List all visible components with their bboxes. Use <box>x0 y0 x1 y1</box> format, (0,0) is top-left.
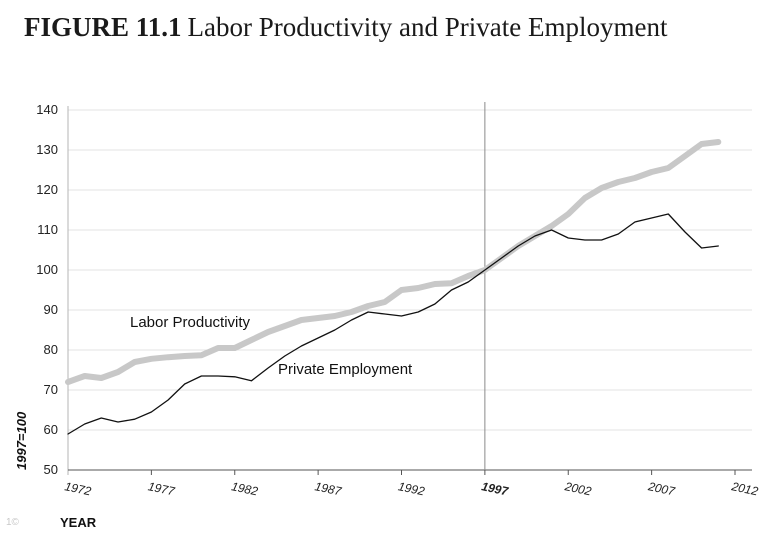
series-line-labor-productivity <box>65 139 722 385</box>
y-axis-ticks: 50 60 70 80 90 100 110 120 130 140 <box>36 102 58 477</box>
gridlines <box>68 109 752 431</box>
x-tick-label: 1987 <box>314 479 344 499</box>
x-tick-label: 1992 <box>397 479 426 498</box>
y-tick-label: 140 <box>36 102 58 117</box>
x-tick-label: 2007 <box>646 479 677 499</box>
x-axis-ticks: 1972 1977 1982 1987 1992 1997 2002 2007 2012 <box>63 470 760 499</box>
figure-title: FIGURE 11.1 Labor Productivity and Privat… <box>24 12 667 43</box>
y-tick-label: 100 <box>36 262 58 277</box>
axes <box>67 102 752 475</box>
y-axis-label: 1997=100 <box>14 411 29 470</box>
x-tick-label: 1997 <box>480 479 510 499</box>
y-tick-label: 90 <box>44 302 58 317</box>
y-tick-label: 120 <box>36 182 58 197</box>
series-lines <box>65 139 722 435</box>
annotation-labor-productivity: Labor Productivity <box>130 314 251 331</box>
y-tick-label: 80 <box>44 342 58 357</box>
y-tick-label: 130 <box>36 142 58 157</box>
figure-title-text: Labor Productivity and Private Employmen… <box>187 12 668 42</box>
x-tick-label: 2002 <box>563 479 593 499</box>
x-tick-label: 1982 <box>230 479 259 498</box>
series-line-private-employment <box>67 213 719 435</box>
y-tick-label: 50 <box>44 462 58 477</box>
y-tick-label: 70 <box>44 382 58 397</box>
y-tick-label: 60 <box>44 422 58 437</box>
annotation-private-employment: Private Employment <box>278 361 413 378</box>
watermark: 1© <box>6 517 19 528</box>
figure-number: FIGURE 11.1 <box>24 12 182 42</box>
x-tick-label: 1977 <box>147 479 177 499</box>
x-tick-label: 1972 <box>63 479 92 498</box>
series-annotations: Labor Productivity Private Employment <box>130 314 413 378</box>
x-tick-label: 2012 <box>729 479 759 499</box>
x-axis-label: YEAR <box>60 515 97 530</box>
y-tick-label: 110 <box>37 222 58 237</box>
